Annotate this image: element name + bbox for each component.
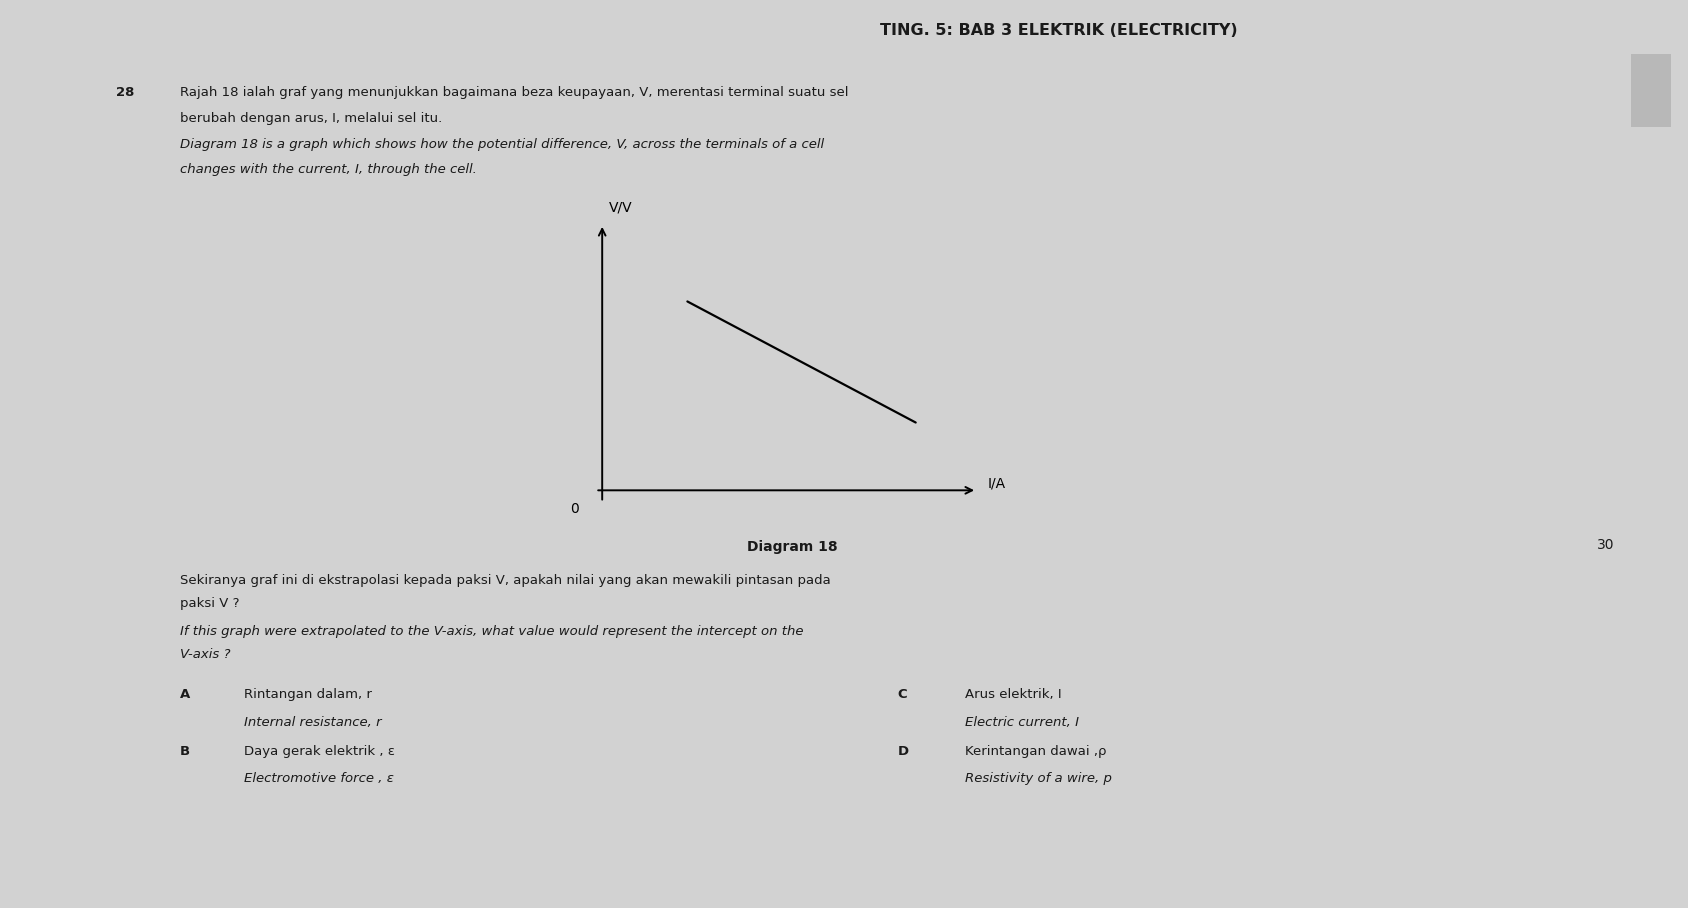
Text: A: A [181,688,191,701]
Text: Arus elektrik, I: Arus elektrik, I [966,688,1062,701]
Text: Diagram 18: Diagram 18 [748,540,837,554]
Text: Rintangan dalam, r: Rintangan dalam, r [245,688,373,701]
Bar [1631,54,1671,127]
Text: C: C [898,688,906,701]
Text: Internal resistance, r: Internal resistance, r [245,716,381,728]
Text: paksi V ?: paksi V ? [181,597,240,610]
Text: If this graph were extrapolated to the V-axis, what value would represent the in: If this graph were extrapolated to the V… [181,625,803,637]
Text: changes with the current, I, through the cell.: changes with the current, I, through the… [181,163,476,176]
Text: Electric current, I: Electric current, I [966,716,1079,728]
Text: B: B [181,745,191,757]
Text: V-axis ?: V-axis ? [181,648,231,661]
Text: 28: 28 [115,86,133,99]
Text: TING. 5: BAB 3 ELEKTRIK (ELECTRICITY): TING. 5: BAB 3 ELEKTRIK (ELECTRICITY) [879,23,1237,38]
Text: Resistivity of a wire, p: Resistivity of a wire, p [966,772,1112,785]
Text: berubah dengan arus, I, melalui sel itu.: berubah dengan arus, I, melalui sel itu. [181,112,442,124]
Text: Kerintangan dawai ,ρ: Kerintangan dawai ,ρ [966,745,1107,757]
Text: D: D [898,745,908,757]
Text: V/V: V/V [609,201,633,214]
Text: 0: 0 [571,502,579,517]
Text: Sekiranya graf ini di ekstrapolasi kepada paksi V, apakah nilai yang akan mewaki: Sekiranya graf ini di ekstrapolasi kepad… [181,574,830,587]
Text: I/A: I/A [987,476,1006,490]
Text: Electromotive force , ε: Electromotive force , ε [245,772,395,785]
Text: Daya gerak elektrik , ε: Daya gerak elektrik , ε [245,745,395,757]
Text: Diagram 18 is a graph which shows how the potential difference, V, across the te: Diagram 18 is a graph which shows how th… [181,138,824,151]
Text: Rajah 18 ialah graf yang menunjukkan bagaimana beza keupayaan, V, merentasi term: Rajah 18 ialah graf yang menunjukkan bag… [181,86,849,99]
Text: 30: 30 [1597,538,1615,551]
